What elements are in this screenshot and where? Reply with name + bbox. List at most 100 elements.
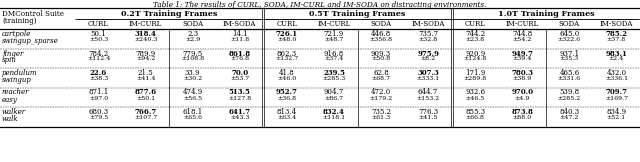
Text: 735.2: 735.2 [371,108,391,116]
Text: 2.3: 2.3 [187,30,198,38]
Text: 834.9: 834.9 [606,108,627,116]
Text: SODA: SODA [559,20,580,28]
Text: ±124.8: ±124.8 [463,57,487,62]
Text: ±112.4: ±112.4 [87,57,110,62]
Text: IM-CURL: IM-CURL [506,20,539,28]
Text: 952.7: 952.7 [276,88,298,97]
Text: 21.5: 21.5 [138,69,154,77]
Text: easy: easy [2,96,18,104]
Text: 744.8: 744.8 [512,30,532,38]
Text: ±41.4: ±41.4 [136,76,156,81]
Text: 0.2T Training Frames: 0.2T Training Frames [121,10,218,18]
Text: ±47.2: ±47.2 [560,115,579,120]
Text: 1.0T Training Frames: 1.0T Training Frames [497,10,594,18]
Text: 726.1: 726.1 [276,30,298,38]
Text: CURL: CURL [88,20,109,28]
Text: 474.9: 474.9 [182,88,203,97]
Text: ±48.0: ±48.0 [277,37,296,42]
Text: 744.2: 744.2 [465,30,485,38]
Text: 239.5: 239.5 [323,69,345,77]
Text: IM-SODA: IM-SODA [600,20,633,28]
Text: 70.0: 70.0 [231,69,248,77]
Text: ±11.8: ±11.8 [230,37,250,42]
Text: ±333.1: ±333.1 [417,76,440,81]
Text: ±331.6: ±331.6 [558,76,581,81]
Text: 937.1: 937.1 [559,50,579,58]
Text: ±356.8: ±356.8 [369,37,392,42]
Text: ±285.3: ±285.3 [323,76,346,81]
Text: swingup_sparse: swingup_sparse [2,37,59,45]
Text: 776.3: 776.3 [418,108,438,116]
Text: 641.7: 641.7 [228,108,251,116]
Text: walker: walker [2,108,26,116]
Text: ±46.5: ±46.5 [465,96,485,100]
Text: ±54.2: ±54.2 [513,37,532,42]
Text: ±38.3: ±38.3 [89,76,108,81]
Text: ±132.7: ±132.7 [275,57,298,62]
Text: 789.9: 789.9 [136,50,156,58]
Text: 644.7: 644.7 [418,88,438,97]
Text: spin: spin [2,57,17,64]
Text: 472.0: 472.0 [371,88,391,97]
Text: pendulum: pendulum [2,69,38,77]
Text: ±66.8: ±66.8 [466,115,484,120]
Text: 62.8: 62.8 [373,69,389,77]
Text: 33.9: 33.9 [185,69,200,77]
Text: ±37.8: ±37.8 [607,37,626,42]
Text: 50.1: 50.1 [91,30,106,38]
Text: 680.3: 680.3 [88,108,109,116]
Text: 22.6: 22.6 [90,69,107,77]
Text: 465.6: 465.6 [559,69,579,77]
Text: 832.4: 832.4 [323,108,345,116]
Text: 446.8: 446.8 [371,30,391,38]
Text: ±97.0: ±97.0 [89,96,108,100]
Text: ±43.3: ±43.3 [230,115,250,120]
Text: 709.7: 709.7 [605,88,627,97]
Text: ±65.6: ±65.6 [183,115,202,120]
Text: ±50.1: ±50.1 [136,96,156,100]
Text: ±23.8: ±23.8 [465,37,485,42]
Text: IM-CURL: IM-CURL [317,20,351,28]
Text: 171.9: 171.9 [465,69,485,77]
Text: DMControl Suite: DMControl Suite [2,10,64,18]
Text: 932.6: 932.6 [465,88,485,97]
Text: 721.9: 721.9 [324,30,344,38]
Text: ±336.1: ±336.1 [605,76,628,81]
Text: 14.1: 14.1 [232,30,248,38]
Text: ±8.2: ±8.2 [420,57,436,62]
Text: Table 1: The results of CURL, SODA, IM-CURL and IM-SODA on distracting environme: Table 1: The results of CURL, SODA, IM-C… [154,1,486,9]
Text: cartpole: cartpole [2,30,31,38]
Text: IM-SODA: IM-SODA [223,20,257,28]
Text: 645.0: 645.0 [559,30,579,38]
Text: ±30.2: ±30.2 [183,76,202,81]
Text: ±153.2: ±153.2 [417,96,440,100]
Text: ±38.9: ±38.9 [513,76,532,81]
Text: 780.3: 780.3 [511,69,533,77]
Text: 909.3: 909.3 [371,50,391,58]
Text: ±169.7: ±169.7 [605,96,628,100]
Text: finger: finger [2,50,24,58]
Text: ±94.2: ±94.2 [136,57,156,62]
Text: 766.7: 766.7 [134,108,157,116]
Text: 735.7: 735.7 [418,30,438,38]
Text: ±179.2: ±179.2 [369,96,393,100]
Text: ±118.1: ±118.1 [323,115,346,120]
Text: 840.3: 840.3 [559,108,579,116]
Text: ±39.4: ±39.4 [513,57,532,62]
Text: ±63.4: ±63.4 [277,115,296,120]
Text: ±107.7: ±107.7 [134,115,157,120]
Text: CURL: CURL [276,20,298,28]
Text: ±48.7: ±48.7 [324,37,344,42]
Text: 916.8: 916.8 [324,50,344,58]
Text: ±68.7: ±68.7 [371,76,390,81]
Text: 975.9: 975.9 [417,50,439,58]
Text: 432.0: 432.0 [606,69,627,77]
Text: 904.7: 904.7 [324,88,344,97]
Text: ±127.8: ±127.8 [228,96,252,100]
Text: 0.5T Training Frames: 0.5T Training Frames [309,10,406,18]
Text: ±37.4: ±37.4 [324,57,344,62]
Text: ±76.8: ±76.8 [230,57,250,62]
Text: ±52.1: ±52.1 [607,115,626,120]
Text: walk: walk [2,115,19,123]
Text: ±50.8: ±50.8 [371,57,390,62]
